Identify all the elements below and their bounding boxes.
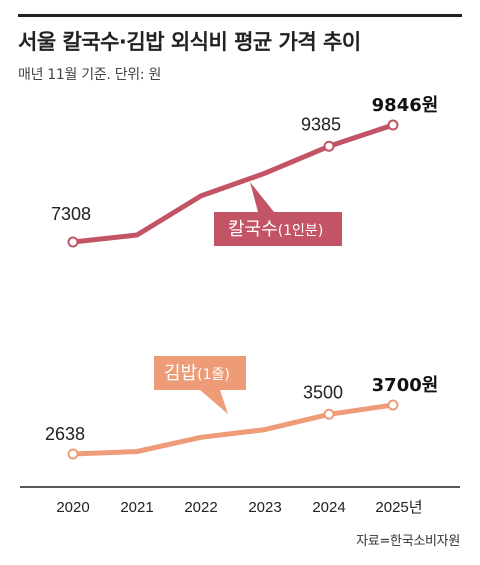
data-point-marker xyxy=(387,399,399,411)
tag-box xyxy=(154,356,246,390)
data-label: 9385 xyxy=(301,114,341,134)
series-name-tag: 칼국수(1인분) xyxy=(214,182,342,246)
x-tick-label: 2023 xyxy=(248,499,281,516)
source-note: 자료=한국소비자원 xyxy=(356,534,460,549)
data-label: 3700원 xyxy=(372,375,439,396)
series-name-label: 김밥(1줄) xyxy=(164,363,230,384)
x-tick-label: 2025년 xyxy=(375,499,422,516)
tag-pointer xyxy=(250,182,274,212)
data-point-marker xyxy=(387,119,399,131)
series-name-tag: 김밥(1줄) xyxy=(154,356,246,414)
x-tick-label: 2022 xyxy=(184,499,217,516)
data-point-marker xyxy=(67,236,79,248)
series-line xyxy=(70,122,396,245)
data-label: 9846원 xyxy=(372,95,439,116)
data-point-marker xyxy=(323,140,335,152)
x-tick-label: 2020 xyxy=(56,499,89,516)
tag-pointer xyxy=(200,390,228,414)
chart-subtitle: 매년 11월 기준. 단위: 원 xyxy=(18,67,162,83)
x-tick-label: 2021 xyxy=(120,499,153,516)
top-rule xyxy=(18,14,462,17)
data-point-marker xyxy=(67,448,79,460)
tag-box xyxy=(214,212,342,246)
data-point-marker xyxy=(323,408,335,420)
x-tick-label: 2024 xyxy=(312,499,345,516)
chart-title: 서울 칼국수·김밥 외식비 평균 가격 추이 xyxy=(18,30,361,54)
data-label: 3500 xyxy=(303,382,343,402)
series-name-label: 칼국수(1인분) xyxy=(228,219,323,240)
series-line xyxy=(70,402,396,457)
data-label: 7308 xyxy=(51,204,91,224)
data-label: 2638 xyxy=(45,424,85,444)
